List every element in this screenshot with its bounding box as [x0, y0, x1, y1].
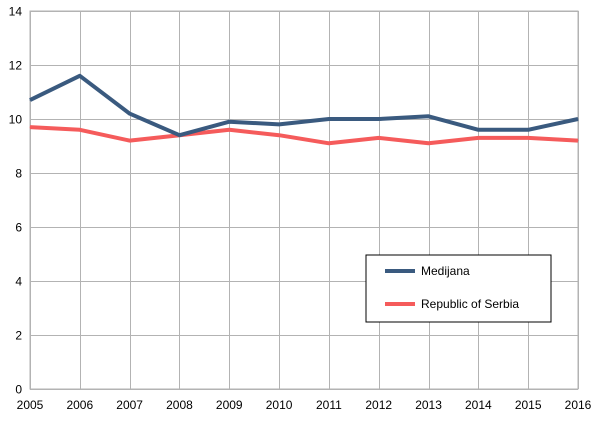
data-point-medijana [428, 115, 429, 117]
data-point-republic-of-serbia [29, 126, 31, 128]
data-point-republic-of-serbia [577, 140, 579, 142]
data-point-medijana [179, 134, 180, 136]
data-point-republic-of-serbia [527, 137, 529, 139]
data-point-medijana [278, 123, 280, 125]
data-point-medijana [378, 118, 380, 120]
series-line-republic-of-serbia [29, 125, 579, 146]
x-tick-label: 2016 [565, 398, 592, 412]
data-point-medijana [29, 99, 31, 101]
data-point-medijana [477, 129, 479, 131]
data-point-republic-of-serbia [129, 140, 131, 142]
y-tick-label: 4 [15, 275, 22, 289]
legend-label-republic-of-serbia: Republic of Serbia [421, 297, 519, 311]
x-tick-label: 2005 [17, 398, 44, 412]
x-tick-label: 2013 [415, 398, 442, 412]
data-point-medijana [527, 129, 529, 131]
x-tick-label: 2012 [365, 398, 392, 412]
data-point-republic-of-serbia [477, 137, 479, 139]
y-tick-label: 2 [15, 329, 22, 343]
y-tick-label: 8 [15, 167, 22, 181]
y-axis-tick-labels: 0 2 4 6 8 10 12 14 [9, 5, 23, 397]
x-tick-label: 2015 [515, 398, 542, 412]
legend-label-medijana: Medijana [421, 264, 470, 278]
data-point-medijana [328, 118, 330, 120]
x-tick-label: 2006 [66, 398, 93, 412]
data-point-republic-of-serbia [228, 129, 230, 131]
plot-area-border [29, 10, 579, 390]
series-lines [29, 73, 579, 146]
data-point-republic-of-serbia [278, 134, 280, 136]
x-tick-label: 2011 [316, 398, 342, 412]
y-tick-label: 6 [15, 221, 22, 235]
data-point-medijana [129, 113, 131, 115]
data-point-republic-of-serbia [428, 142, 429, 144]
data-point-medijana [228, 121, 230, 123]
x-tick-label: 2010 [266, 398, 293, 412]
series-line-medijana [29, 73, 579, 138]
x-tick-label: 2014 [465, 398, 492, 412]
y-tick-label: 0 [15, 383, 22, 397]
data-point-medijana [79, 75, 81, 77]
legend-box [365, 254, 552, 323]
y-tick-label: 14 [9, 5, 23, 19]
data-point-medijana [577, 118, 579, 120]
x-tick-label: 2009 [216, 398, 243, 412]
data-point-republic-of-serbia [328, 142, 330, 144]
data-point-republic-of-serbia [378, 137, 380, 139]
grid-lines [30, 11, 579, 390]
y-tick-label: 10 [9, 113, 23, 127]
x-axis-tick-labels: 2005 2006 2007 2008 2009 2010 2011 2012 2013 2014… [17, 398, 592, 412]
data-point-republic-of-serbia [79, 129, 81, 131]
y-tick-label: 12 [9, 59, 23, 73]
x-tick-label: 2007 [116, 398, 143, 412]
x-tick-label: 2008 [166, 398, 193, 412]
legend: Medijana Republic of Serbia [365, 254, 552, 323]
